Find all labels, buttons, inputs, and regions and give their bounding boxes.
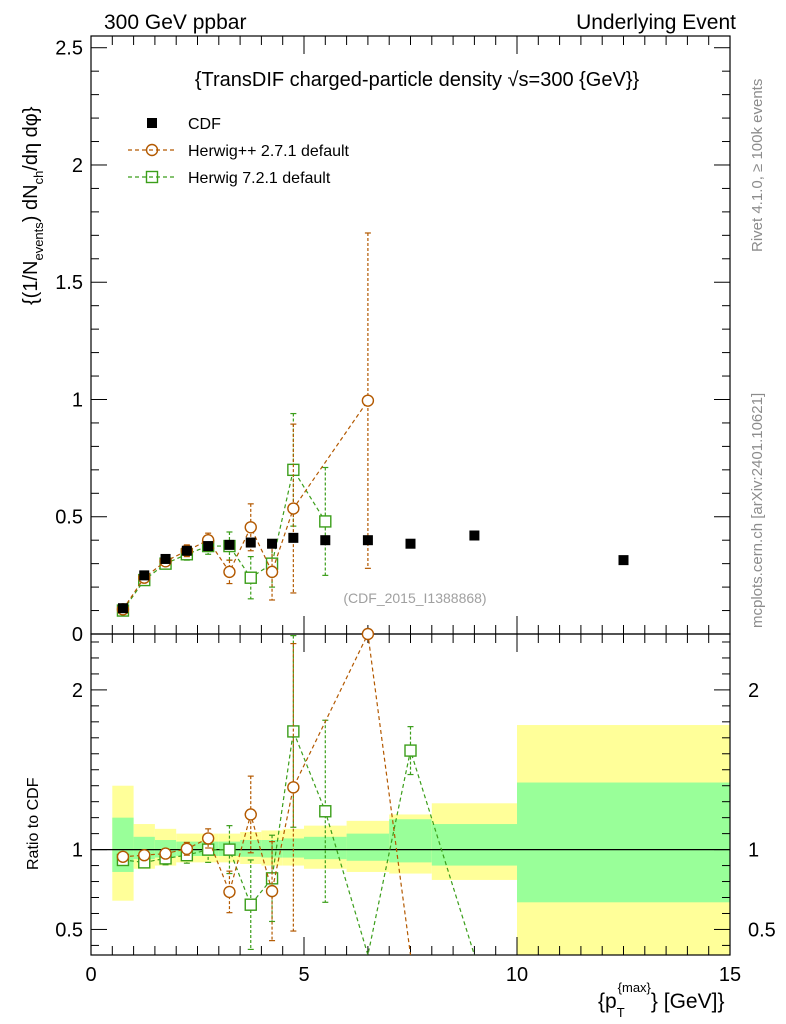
main-point-herwigpp bbox=[287, 502, 300, 515]
legend-label-cdf: CDF bbox=[188, 116, 221, 133]
main-point-cdf bbox=[181, 545, 192, 556]
ratio-ytick-label-right: 0.5 bbox=[748, 919, 776, 941]
ratio-ytick-label: 0.5 bbox=[55, 919, 83, 941]
main-point-cdf bbox=[405, 538, 416, 549]
x-tick-label: 0 bbox=[85, 964, 96, 986]
main-point-cdf bbox=[245, 537, 256, 548]
rivet-label: Rivet 4.1.0, ≥ 100k events bbox=[749, 79, 766, 252]
ratio-point-herwigpp bbox=[361, 627, 375, 641]
main-ytick-label: 1.5 bbox=[55, 272, 83, 294]
legend-label-herwig7: Herwig 7.2.1 default bbox=[188, 170, 331, 187]
main-point-cdf bbox=[618, 555, 629, 566]
header-left: 300 GeV ppbar bbox=[104, 11, 246, 34]
x-axis-label: {pT{max}} [GeV]} bbox=[598, 980, 724, 1020]
main-point-cdf bbox=[139, 570, 150, 581]
legend-label-herwigpp: Herwig++ 2.7.1 default bbox=[188, 143, 350, 160]
main-point-cdf bbox=[203, 541, 214, 552]
ratio-panel: 0 5 10 15 0.5 0.5 1 1 2 2 bbox=[55, 627, 776, 986]
ratio-point-herwigpp bbox=[265, 884, 279, 898]
main-ytick-label: 2.5 bbox=[55, 38, 83, 60]
main-line-square bbox=[122, 468, 326, 611]
main-panel: 0.5 1 1.5 2 2.5 0 bbox=[55, 35, 731, 646]
ratio-point-herwig7 bbox=[244, 898, 257, 911]
ratio-ytick-label-right: 2 bbox=[748, 680, 759, 702]
main-point-cdf bbox=[469, 530, 480, 541]
x-tick-label: 5 bbox=[298, 964, 309, 986]
main-point-herwigpp bbox=[223, 565, 236, 579]
ratio-ylabel: Ratio to CDF bbox=[25, 777, 42, 870]
main-ytick-label: 1 bbox=[72, 389, 83, 411]
ratio-ytick-label: 1 bbox=[72, 840, 83, 862]
uncertainty-band-inner bbox=[346, 833, 390, 861]
main-point-cdf bbox=[320, 535, 331, 546]
uncertainty-band-inner bbox=[282, 838, 304, 858]
main-point-herwig7 bbox=[319, 515, 332, 528]
uncertainty-band-inner bbox=[389, 819, 432, 863]
uncertainty-band-inner bbox=[431, 824, 517, 866]
main-point-herwigpp bbox=[265, 565, 279, 579]
main-line-circle bbox=[122, 400, 369, 610]
main-point-cdf bbox=[288, 532, 299, 543]
main-point-herwigpp bbox=[361, 394, 375, 407]
ratio-point-herwig7 bbox=[319, 805, 332, 818]
ratio-point-herwig7 bbox=[223, 843, 236, 856]
ratio-point-herwigpp bbox=[223, 885, 236, 899]
ratio-point-herwigpp bbox=[244, 808, 257, 821]
uncertainty-band-inner bbox=[517, 782, 730, 903]
main-point-cdf bbox=[362, 535, 373, 546]
ratio-point-herwigpp bbox=[159, 847, 172, 860]
main-point-cdf bbox=[224, 539, 235, 550]
ratio-line-circle bbox=[122, 631, 412, 956]
main-ytick-label: 2 bbox=[72, 155, 83, 177]
ratio-ytick-label-right: 1 bbox=[748, 840, 759, 862]
main-point-herwig7 bbox=[244, 571, 257, 584]
legend-marker-herwig7 bbox=[145, 170, 159, 184]
main-point-cdf bbox=[117, 603, 128, 614]
ratio-point-herwigpp bbox=[180, 842, 194, 855]
main-ytick-label: 0 bbox=[72, 624, 83, 646]
ratio-point-herwigpp bbox=[201, 832, 215, 845]
ratio-point-herwigpp bbox=[138, 848, 151, 862]
ratio-point-herwigpp bbox=[287, 781, 300, 794]
ratio-point-herwig7 bbox=[404, 744, 417, 757]
legend-marker-cdf bbox=[147, 118, 157, 128]
legend-marker-herwigpp bbox=[145, 143, 159, 157]
plot-title: {TransDIF charged-particle density √s=30… bbox=[195, 69, 640, 91]
ratio-point-herwigpp bbox=[116, 850, 130, 863]
legend: CDF Herwig++ 2.7.1 default Herwig 7.2.1 … bbox=[128, 116, 350, 187]
header-right: Underlying Event bbox=[576, 11, 736, 34]
main-point-cdf bbox=[160, 553, 171, 564]
main-point-cdf bbox=[267, 538, 278, 549]
main-ytick-label: 0.5 bbox=[55, 507, 83, 529]
analysis-watermark: (CDF_2015_I1388868) bbox=[343, 590, 486, 606]
main-point-herwigpp bbox=[244, 521, 257, 534]
x-tick-label: 10 bbox=[506, 964, 528, 986]
mcplots-label: mcplots.cern.ch [arXiv:2401.10621] bbox=[749, 393, 766, 628]
x-tick-label: 15 bbox=[719, 964, 741, 986]
main-ylabel: {(1/Nevents) dNch/dη dφ} bbox=[20, 106, 46, 305]
ratio-ytick-label: 2 bbox=[72, 680, 83, 702]
